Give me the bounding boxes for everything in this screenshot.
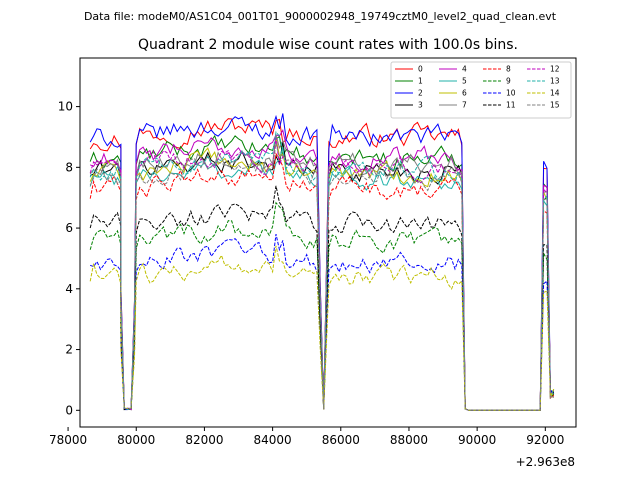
x-offset-label: +2.963e8	[516, 455, 575, 469]
legend-label-12: 12	[550, 65, 560, 74]
legend-label-5: 5	[462, 77, 467, 86]
series-layer	[89, 113, 555, 411]
series-line-14	[89, 245, 555, 411]
y-axis: 0 2 4 6 8 10	[58, 100, 80, 417]
legend-label-15: 15	[550, 101, 560, 110]
chart-title: Quadrant 2 module wise count rates with …	[138, 37, 518, 53]
plot-frame	[79, 57, 577, 428]
series-line-9	[89, 201, 555, 411]
legend-label-3: 3	[418, 101, 423, 110]
y-tick-label: 8	[65, 160, 73, 174]
x-tick-label: 90000	[458, 433, 496, 447]
legend-label-11: 11	[506, 101, 516, 110]
y-tick-label: 10	[58, 100, 73, 114]
series-line-12	[89, 137, 555, 411]
legend-label-2: 2	[418, 89, 423, 98]
y-tick-label: 6	[65, 221, 73, 235]
legend-label-13: 13	[550, 77, 560, 86]
legend-label-9: 9	[506, 77, 511, 86]
legend-label-14: 14	[550, 89, 560, 98]
x-tick-label: 80000	[117, 433, 155, 447]
x-tick-label: 78000	[49, 433, 87, 447]
legend-label-8: 8	[506, 65, 511, 74]
legend-label-7: 7	[462, 101, 467, 110]
legend-label-1: 1	[418, 77, 423, 86]
x-tick-label: 88000	[390, 433, 428, 447]
series-line-15	[89, 143, 554, 411]
y-tick-label: 4	[65, 282, 73, 296]
legend-label-0: 0	[418, 65, 423, 74]
x-tick-label: 84000	[254, 433, 292, 447]
legend-label-4: 4	[462, 65, 467, 74]
x-tick-label: 86000	[322, 433, 360, 447]
y-tick-label: 0	[65, 403, 73, 417]
x-tick-label: 92000	[526, 433, 564, 447]
legend-label-10: 10	[506, 89, 516, 98]
data-file-suptitle: Data file: modeM0/AS1C04_001T01_90000029…	[84, 10, 557, 23]
legend-label-6: 6	[462, 89, 467, 98]
x-tick-label: 82000	[185, 433, 223, 447]
y-tick-label: 2	[65, 343, 73, 357]
legend-box	[390, 61, 572, 119]
x-axis: 78000 80000 82000 84000 86000 88000 90000 92000	[49, 427, 564, 447]
